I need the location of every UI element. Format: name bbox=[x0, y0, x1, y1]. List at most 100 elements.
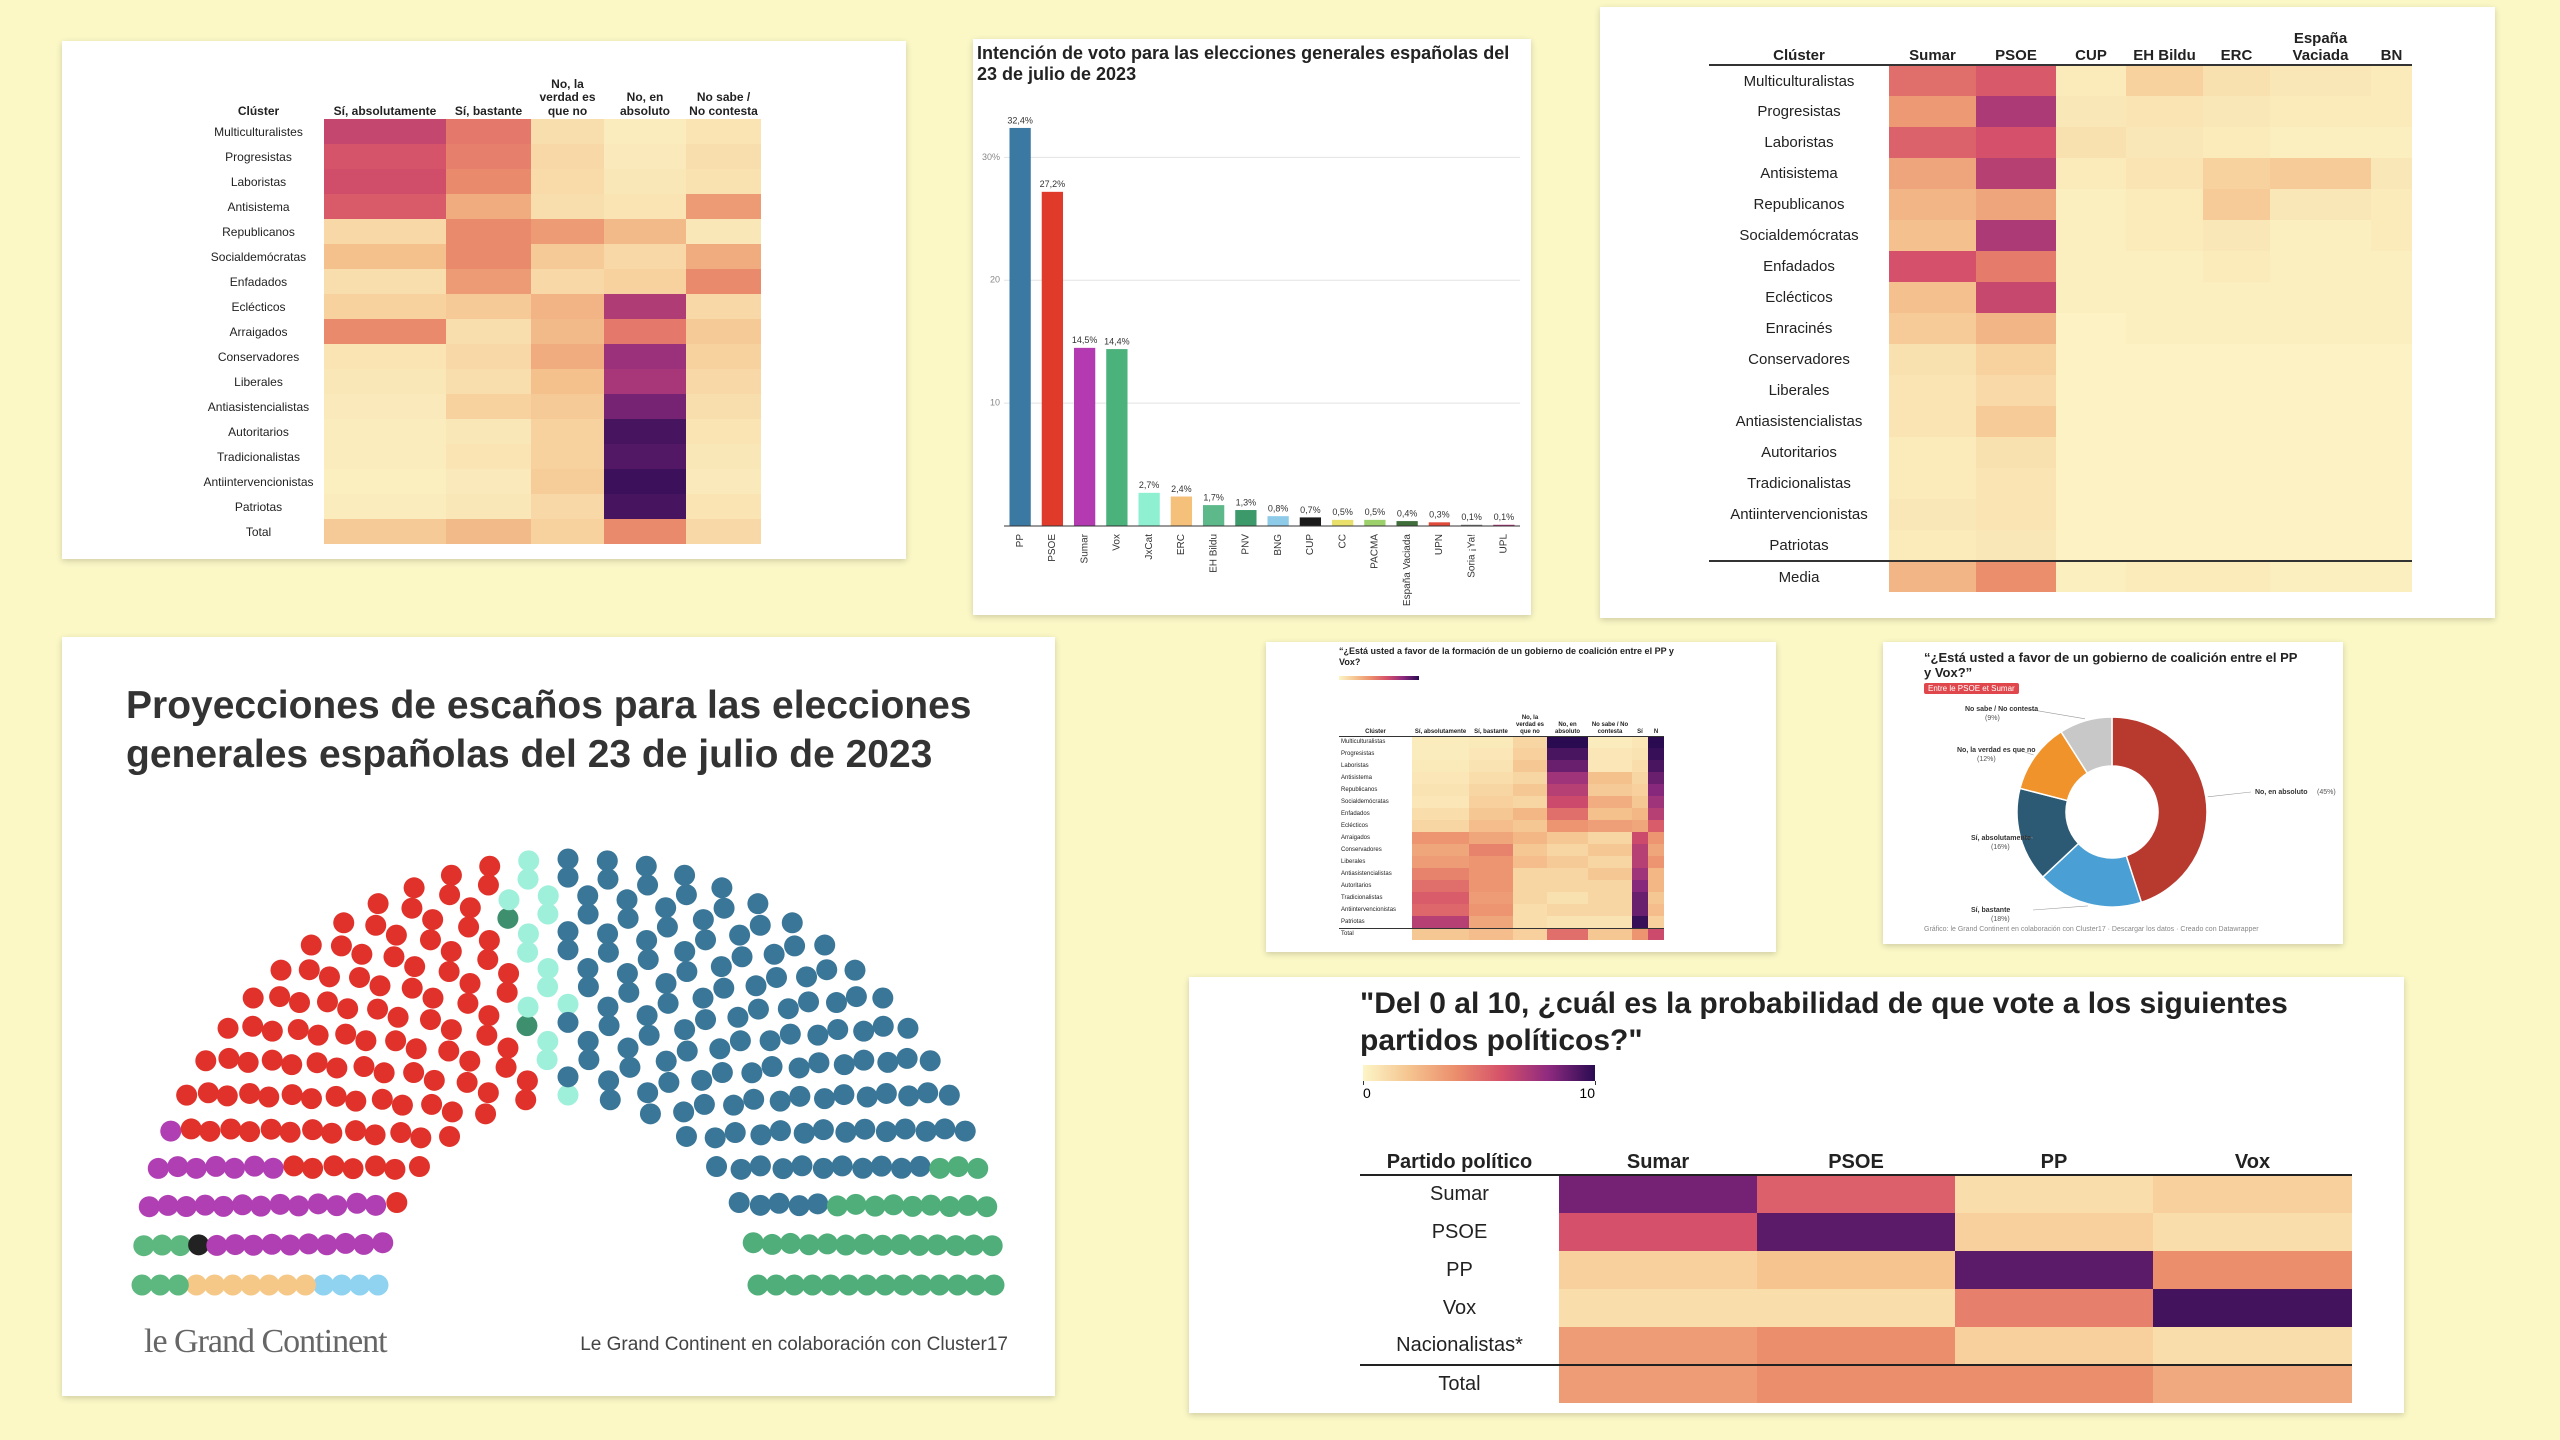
seat bbox=[222, 1274, 244, 1296]
row-header: Clúster bbox=[237, 104, 280, 119]
seat bbox=[827, 1018, 849, 1040]
seat bbox=[854, 1118, 876, 1140]
seat bbox=[408, 1156, 430, 1178]
heat-cell bbox=[2126, 468, 2203, 499]
seat bbox=[517, 996, 539, 1018]
heat-cell bbox=[1588, 928, 1632, 940]
seat bbox=[557, 866, 579, 888]
heat-cell bbox=[1976, 375, 2056, 406]
seat bbox=[616, 963, 638, 985]
heat-cell bbox=[1412, 928, 1469, 940]
seat bbox=[777, 998, 799, 1020]
seat bbox=[637, 949, 659, 971]
value-label: 1,3% bbox=[1236, 497, 1257, 507]
seat bbox=[723, 1094, 745, 1116]
heat-cell bbox=[1412, 904, 1469, 916]
row: Republicanos bbox=[193, 219, 761, 244]
seat bbox=[965, 1274, 987, 1296]
heat-cell bbox=[2270, 468, 2371, 499]
row: Antisistema bbox=[1339, 772, 1664, 784]
row-label: Socialdemócratas bbox=[1341, 799, 1389, 805]
x-tick-label: CC bbox=[1337, 534, 1348, 548]
heat-cell bbox=[1513, 820, 1547, 832]
heat-cell bbox=[1648, 916, 1664, 928]
seat bbox=[731, 946, 753, 968]
seat bbox=[457, 992, 479, 1014]
seat bbox=[852, 1157, 874, 1179]
row-label: Liberales bbox=[234, 374, 283, 389]
heat-cell bbox=[531, 394, 604, 419]
seat bbox=[896, 1047, 918, 1069]
seat bbox=[763, 943, 785, 965]
value-label: 0,5% bbox=[1332, 507, 1353, 517]
seat bbox=[816, 1233, 838, 1255]
seat bbox=[676, 1040, 698, 1062]
row-label: Enfadados bbox=[229, 274, 288, 289]
heat-cell bbox=[2270, 282, 2371, 313]
seat bbox=[788, 1057, 810, 1079]
heat-cell bbox=[531, 469, 604, 494]
heat-cell bbox=[1588, 892, 1632, 904]
row: Progresistas bbox=[1709, 96, 2412, 127]
heat-cell bbox=[1547, 844, 1588, 856]
heat-cell bbox=[2270, 65, 2371, 96]
heat-cell bbox=[686, 494, 761, 519]
heat-cell bbox=[1889, 65, 1976, 96]
heat-cell bbox=[686, 294, 761, 319]
heat-cell bbox=[1955, 1365, 2153, 1403]
heat-cell bbox=[2203, 406, 2270, 437]
heat-cell bbox=[1976, 530, 2056, 561]
heat-cell bbox=[1757, 1289, 1955, 1327]
row: Total bbox=[1339, 928, 1664, 940]
seat bbox=[242, 1015, 264, 1037]
seat bbox=[816, 959, 838, 981]
row: Socialdemócratas bbox=[1709, 220, 2412, 251]
heat-cell bbox=[1559, 1365, 1757, 1403]
seat bbox=[864, 1195, 886, 1217]
heat-cell bbox=[2126, 406, 2203, 437]
seat bbox=[713, 897, 735, 919]
heat-cell bbox=[1632, 784, 1648, 796]
heat-cell bbox=[686, 194, 761, 219]
row-label: Autoritarios bbox=[228, 424, 289, 439]
seat bbox=[365, 1194, 387, 1216]
seat bbox=[438, 961, 460, 983]
seat bbox=[346, 1192, 368, 1214]
heat-cell bbox=[1889, 96, 1976, 127]
seat bbox=[577, 903, 599, 925]
heat-cell bbox=[446, 269, 531, 294]
seat bbox=[768, 1192, 790, 1214]
heat-cell bbox=[446, 369, 531, 394]
seat bbox=[675, 1125, 697, 1147]
heat-cell bbox=[2153, 1213, 2352, 1251]
seat bbox=[826, 1195, 848, 1217]
seat bbox=[194, 1194, 216, 1216]
seat bbox=[239, 1121, 261, 1143]
x-tick-label: UPL bbox=[1499, 534, 1510, 554]
heat-cell bbox=[2056, 65, 2126, 96]
bar bbox=[1331, 519, 1354, 526]
heat-cell bbox=[1648, 760, 1664, 772]
heat-cell bbox=[604, 169, 686, 194]
seat bbox=[185, 1274, 207, 1296]
heat-cell bbox=[1757, 1175, 1955, 1213]
seat bbox=[919, 1050, 941, 1072]
seat bbox=[260, 1118, 282, 1140]
heat-cell bbox=[531, 194, 604, 219]
seat bbox=[856, 1274, 878, 1296]
heat-cell bbox=[2126, 96, 2203, 127]
row-label: Progresistas bbox=[225, 149, 292, 164]
slice-label: No, en absoluto bbox=[2255, 789, 2308, 796]
heat-cell bbox=[1513, 844, 1547, 856]
row-label: Enracinés bbox=[1765, 320, 1833, 337]
seat bbox=[808, 1052, 830, 1074]
seat bbox=[351, 943, 373, 965]
seat bbox=[371, 1088, 393, 1110]
row-label: Tradicionalistas bbox=[1747, 475, 1851, 492]
seat bbox=[367, 998, 389, 1020]
bar bbox=[1073, 347, 1096, 526]
row: Tradicionalistas bbox=[1339, 892, 1664, 904]
bar-panel: 10 20 30% 32,4% PP 27,2% PSOE 14,5% Sumar 14,4% Vo… bbox=[973, 39, 1531, 615]
heat-cell bbox=[1632, 808, 1648, 820]
seat bbox=[747, 998, 769, 1020]
